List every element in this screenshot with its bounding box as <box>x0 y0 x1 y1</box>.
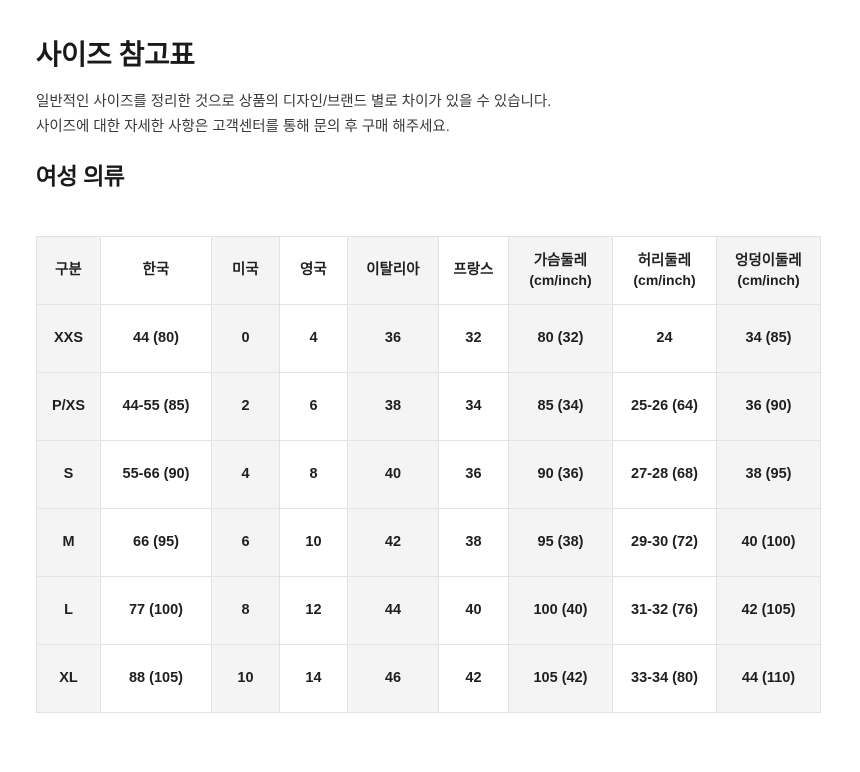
table-row: XL 88 (105) 10 14 46 42 105 (42) 33-34 (80) 44 (… <box>36 644 821 713</box>
size-label-cell: M <box>36 508 101 577</box>
column-header-0: 구분 <box>36 236 101 305</box>
intro-text: 일반적인 사이즈를 정리한 것으로 상품의 디자인/브랜드 별로 차이가 있을 … <box>36 90 551 140</box>
table-cell: 105 (42) <box>508 644 613 713</box>
table-cell: 77 (100) <box>100 576 212 645</box>
table-cell: 42 <box>347 508 439 577</box>
table-cell: 27-28 (68) <box>612 440 717 509</box>
table-cell: 46 <box>347 644 439 713</box>
column-header-label: 한국 <box>142 262 170 278</box>
table-cell: 40 (100) <box>716 508 821 577</box>
table-cell: 12 <box>279 576 348 645</box>
table-cell: 40 <box>347 440 439 509</box>
table-header-row: 구분 한국 미국 영국 이탈리아 프랑스 가슴둘레 (cm/inch) 허리둘레 (cm/inch… <box>36 236 821 305</box>
table-row: P/XS 44-55 (85) 2 6 38 34 85 (34) 25-26 (64) 36 … <box>36 372 821 441</box>
intro-line-1: 일반적인 사이즈를 정리한 것으로 상품의 디자인/브랜드 별로 차이가 있을 … <box>36 94 552 110</box>
table-cell: 38 (95) <box>716 440 821 509</box>
table-cell: 10 <box>211 644 280 713</box>
table-row: L 77 (100) 8 12 44 40 100 (40) 31-32 (76) 42 (10… <box>36 576 821 645</box>
section-title-womens-clothing: 여성 의류 <box>36 163 125 189</box>
column-header-5: 프랑스 <box>438 236 509 305</box>
column-header-2: 미국 <box>211 236 280 305</box>
table-cell: 40 <box>438 576 509 645</box>
column-header-unit: (cm/inch) <box>737 271 800 288</box>
size-label-cell: XXS <box>36 304 101 373</box>
table-cell: 33-34 (80) <box>612 644 717 713</box>
size-label-cell: S <box>36 440 101 509</box>
table-cell: 36 <box>438 440 509 509</box>
column-header-label: 허리둘레 <box>637 252 692 269</box>
table-cell: 10 <box>279 508 348 577</box>
table-cell: 6 <box>279 372 348 441</box>
table-cell: 42 (105) <box>716 576 821 645</box>
column-header-label: 엉덩이둘레 <box>735 252 802 269</box>
table-row: S 55-66 (90) 4 8 40 36 90 (36) 27-28 (68) 38 (95… <box>36 440 821 509</box>
column-header-label: 구분 <box>55 262 82 278</box>
table-cell: 4 <box>279 304 348 373</box>
table-cell: 44-55 (85) <box>100 372 212 441</box>
size-label-cell: XL <box>36 644 101 713</box>
page-title: 사이즈 참고표 <box>36 39 195 70</box>
size-label-cell: L <box>36 576 101 645</box>
table-cell: 88 (105) <box>100 644 212 713</box>
table-cell: 32 <box>438 304 509 373</box>
column-header-4: 이탈리아 <box>347 236 439 305</box>
table-cell: 34 (85) <box>716 304 821 373</box>
size-label-cell: P/XS <box>36 372 101 441</box>
table-cell: 38 <box>347 372 439 441</box>
table-cell: 0 <box>211 304 280 373</box>
table-cell: 44 <box>347 576 439 645</box>
table-row: M 66 (95) 6 10 42 38 95 (38) 29-30 (72) 40 (100) <box>36 508 821 577</box>
table-cell: 29-30 (72) <box>612 508 717 577</box>
column-header-label: 영국 <box>300 262 327 278</box>
column-header-label: 프랑스 <box>453 262 494 278</box>
column-header-8: 엉덩이둘레 (cm/inch) <box>716 236 821 305</box>
table-cell: 31-32 (76) <box>612 576 717 645</box>
column-header-1: 한국 <box>100 236 212 305</box>
column-header-unit: (cm/inch) <box>633 271 696 288</box>
table-cell: 80 (32) <box>508 304 613 373</box>
column-header-label: 미국 <box>232 262 259 278</box>
column-header-label: 가슴둘레 <box>533 252 588 269</box>
intro-line-2: 사이즈에 대한 자세한 사항은 고객센터를 통해 문의 후 구매 해주세요. <box>36 119 450 135</box>
table-cell: 44 (80) <box>100 304 212 373</box>
table-cell: 42 <box>438 644 509 713</box>
size-table-head: 구분 한국 미국 영국 이탈리아 프랑스 가슴둘레 (cm/inch) 허리둘레 (cm/inch… <box>36 236 821 305</box>
table-cell: 24 <box>612 304 717 373</box>
table-cell: 4 <box>211 440 280 509</box>
table-cell: 36 <box>347 304 439 373</box>
table-cell: 38 <box>438 508 509 577</box>
column-header-unit: (cm/inch) <box>529 271 592 288</box>
table-cell: 66 (95) <box>100 508 212 577</box>
column-header-6: 가슴둘레 (cm/inch) <box>508 236 613 305</box>
table-cell: 2 <box>211 372 280 441</box>
column-header-label: 이탈리아 <box>366 262 420 278</box>
table-cell: 90 (36) <box>508 440 613 509</box>
table-cell: 8 <box>279 440 348 509</box>
table-cell: 44 (110) <box>716 644 821 713</box>
column-header-7: 허리둘레 (cm/inch) <box>612 236 717 305</box>
table-cell: 34 <box>438 372 509 441</box>
table-cell: 25-26 (64) <box>612 372 717 441</box>
table-cell: 14 <box>279 644 348 713</box>
table-row: XXS 44 (80) 0 4 36 32 80 (32) 24 34 (85) <box>36 304 821 373</box>
table-cell: 55-66 (90) <box>100 440 212 509</box>
size-table: 구분 한국 미국 영국 이탈리아 프랑스 가슴둘레 (cm/inch) 허리둘레 (cm/inch… <box>36 236 821 713</box>
size-table-body: XXS 44 (80) 0 4 36 32 80 (32) 24 34 (85) P/XS 44-5… <box>36 304 821 713</box>
column-header-3: 영국 <box>279 236 348 305</box>
table-cell: 8 <box>211 576 280 645</box>
table-cell: 100 (40) <box>508 576 613 645</box>
table-cell: 85 (34) <box>508 372 613 441</box>
table-cell: 95 (38) <box>508 508 613 577</box>
size-table-container: 구분 한국 미국 영국 이탈리아 프랑스 가슴둘레 (cm/inch) 허리둘레 (cm/inch… <box>36 236 821 713</box>
table-cell: 36 (90) <box>716 372 821 441</box>
table-cell: 6 <box>211 508 280 577</box>
